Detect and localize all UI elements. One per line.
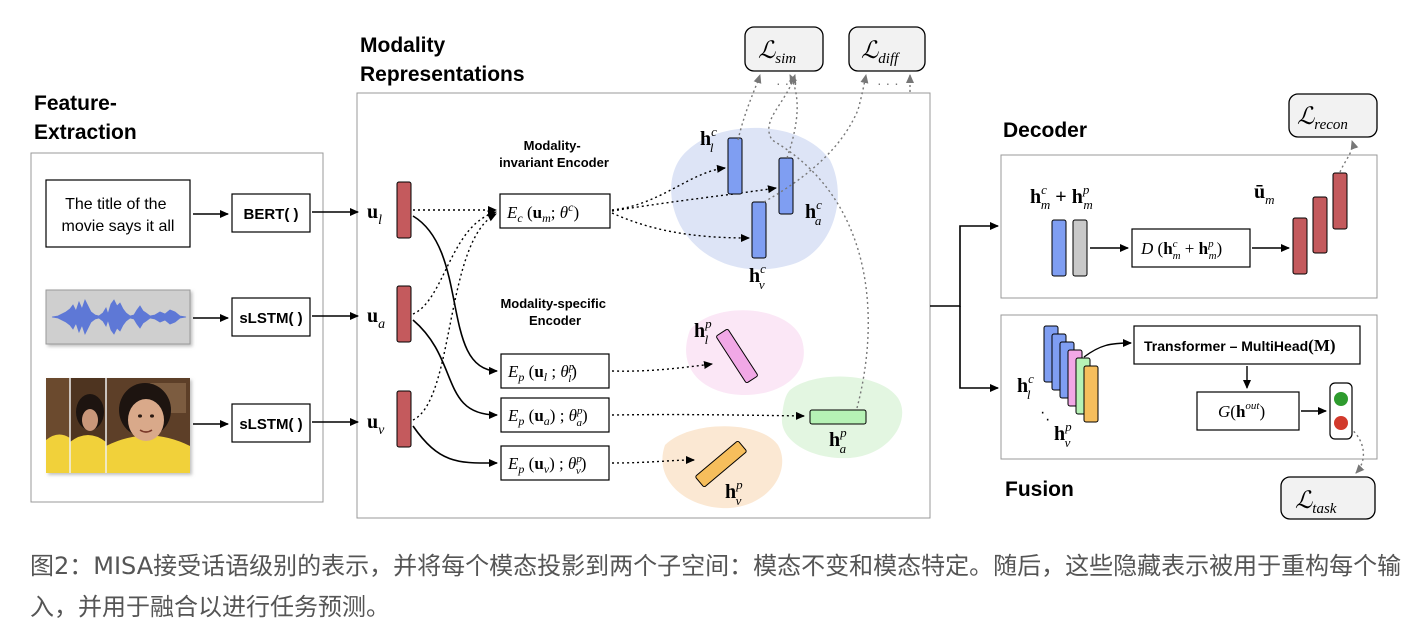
loss-recon-label: ℒrecon — [1297, 104, 1348, 133]
u-bar-m-label: ūm — [1254, 181, 1275, 207]
h-v-p-vector — [695, 440, 747, 488]
bert-box — [231, 193, 311, 233]
slstm-video-label: sLSTM( ) — [239, 416, 302, 433]
transformer-box — [1133, 325, 1361, 365]
modality-representations-heading: Modality Representations — [360, 34, 525, 86]
ep-l-encoder-box — [500, 353, 610, 389]
traffic-light-icon — [1329, 382, 1353, 440]
loss-sim-box — [744, 26, 824, 72]
decoder-input-hp-vector — [1072, 219, 1088, 277]
recon-vector-2 — [1312, 196, 1328, 254]
text-input-label: The title of the movie says it all — [62, 196, 175, 235]
h-l-c-vector — [727, 137, 743, 195]
h-v-p-label: hp v — [725, 477, 743, 508]
ec-encoder-label: Ec (um; θc) — [506, 200, 579, 225]
fusion-stack — [1043, 325, 1099, 423]
sim-dots: · · · — [776, 75, 798, 91]
recon-vector-3 — [1332, 172, 1348, 230]
h-l-p-label: hp l — [694, 316, 712, 347]
invariant-encoder-title: Modality- invariant Encoder — [499, 138, 609, 170]
loss-task-box — [1280, 476, 1376, 520]
diff-dots: · · · — [877, 75, 899, 91]
loss-diff-label: ℒdiff — [861, 38, 900, 67]
loss-task-label: ℒtask — [1295, 488, 1337, 517]
invariant-subspace-blob — [671, 127, 838, 270]
loss-diff-box — [848, 26, 926, 72]
u-l-label: ul — [367, 201, 382, 228]
fusion-h-l-c-label: hc l — [1017, 371, 1034, 402]
ec-encoder-box — [499, 193, 611, 229]
h-v-c-label: hc v — [749, 261, 766, 292]
fusion-h-v-p-label: hp v — [1054, 419, 1072, 450]
feature-extraction-heading: Feature- Extraction — [34, 92, 137, 144]
text-specific-blob — [686, 310, 804, 395]
loss-sim-label: ℒsim — [758, 38, 796, 67]
ep-v-encoder-label: Ep (uv) ; θp v) — [507, 453, 586, 477]
h-a-c-vector — [778, 157, 794, 215]
fusion-dots-2: · — [1045, 411, 1050, 428]
recon-vector-1 — [1292, 217, 1308, 275]
audio-waveform-icon — [45, 289, 191, 345]
u-v-vector — [396, 390, 412, 448]
bert-label: BERT( ) — [244, 206, 299, 223]
video-frames-icon — [46, 378, 190, 473]
slstm-audio-box — [231, 297, 311, 337]
slstm-video-box — [231, 403, 311, 443]
loss-recon-box — [1288, 93, 1378, 138]
decoder-d-label: D (hc m + hp m) — [1140, 238, 1222, 262]
g-box — [1196, 391, 1300, 431]
decoder-heading: Decoder — [1003, 119, 1087, 142]
h-a-p-vector — [809, 409, 867, 425]
u-a-vector — [396, 285, 412, 343]
ep-a-encoder-box — [500, 397, 610, 433]
decoder-input-hc-vector — [1051, 219, 1067, 277]
fusion-dots-1: · — [1040, 404, 1045, 421]
h-a-p-label: hp a — [829, 425, 847, 456]
decoder-d-box — [1131, 228, 1251, 268]
text-input-box — [45, 179, 191, 248]
g-label: G(hout) — [1218, 400, 1265, 421]
h-l-p-vector — [716, 328, 758, 384]
u-v-label: uv — [367, 411, 385, 438]
fusion-heading: Fusion — [1005, 478, 1074, 501]
u-a-label: ua — [367, 305, 385, 332]
transformer-label: Transformer – MultiHead(M) — [1144, 336, 1336, 355]
h-v-c-vector — [751, 201, 767, 259]
h-l-c-label: hc l — [700, 124, 717, 155]
ep-a-encoder-label: Ep (ua) ; θp a) — [507, 405, 588, 429]
decoder-sum-label: hc m + hp m — [1030, 182, 1093, 212]
slstm-audio-label: sLSTM( ) — [239, 310, 302, 327]
specific-encoder-title: Modality-specific Encoder — [500, 296, 609, 328]
diagram-canvas: Feature- Extraction Modality Representat… — [30, 26, 1378, 520]
h-a-c-label: hc a — [805, 197, 822, 228]
ep-v-encoder-box — [500, 445, 610, 481]
u-l-vector — [396, 181, 412, 239]
ep-l-encoder-label: Ep (ul ; θp l) — [507, 361, 577, 385]
figure-caption: 图2：MISA接受话语级别的表示，并将每个模态投影到两个子空间：模态不变和模态特… — [30, 552, 1402, 621]
